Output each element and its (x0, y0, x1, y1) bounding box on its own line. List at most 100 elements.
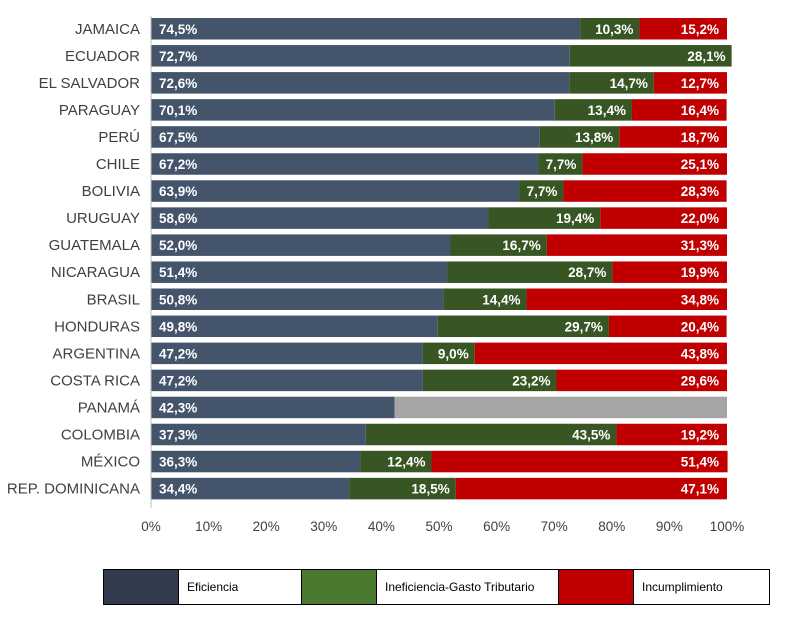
bar-segment (360, 450, 432, 473)
data-label: 12,4% (387, 455, 425, 470)
data-label: 70,1% (159, 103, 197, 118)
bar-segment (474, 342, 727, 365)
data-label: 18,7% (681, 130, 719, 145)
x-tick-label: 30% (310, 519, 337, 534)
category-label: COSTA RICA (50, 372, 140, 389)
data-label: 12,7% (681, 76, 719, 91)
data-label: 9,0% (438, 346, 469, 361)
data-label: 28,7% (568, 265, 606, 280)
bar-segment-remainder (726, 315, 727, 338)
bar-segment (151, 18, 581, 40)
data-label: 20,4% (681, 319, 719, 334)
data-label: 25,1% (681, 157, 719, 172)
data-label: 72,6% (159, 76, 197, 91)
bar-segment-remainder (726, 180, 727, 202)
data-label: 28,1% (687, 49, 725, 64)
data-label: 14,7% (610, 76, 648, 91)
data-label: 16,7% (502, 238, 540, 253)
bar-segment (151, 342, 423, 365)
data-label: 67,5% (159, 130, 197, 145)
bar-segment (151, 450, 361, 473)
bar-segment (151, 234, 451, 256)
data-label: 28,3% (681, 184, 719, 199)
bar-segment (526, 288, 727, 310)
bar-segment (151, 477, 350, 500)
stacked-bar-chart: 74,5% 10,3% 15,2% JAMAICA 72,7% 28,1% ECUADOR 7… (7, 16, 745, 534)
data-label: 29,6% (681, 373, 719, 388)
category-label: JAMAICA (75, 21, 140, 38)
bar-segment (639, 18, 727, 40)
legend-swatch-eficiencia (104, 570, 179, 604)
x-tick-label: 20% (253, 519, 280, 534)
bar-segment (488, 207, 601, 229)
legend: Eficiencia Ineficiencia-Gasto Tributario… (103, 569, 770, 605)
data-label: 7,7% (546, 157, 577, 172)
bar-segment (431, 450, 728, 473)
bar-segment (569, 72, 654, 94)
data-label: 72,7% (159, 49, 197, 64)
bar-segment (556, 369, 727, 392)
bar-segment (151, 180, 520, 202)
data-label: 67,2% (159, 157, 197, 172)
category-label: EL SALVADOR (39, 75, 141, 92)
legend-label-ineficiencia: Ineficiencia-Gasto Tributario (377, 570, 559, 604)
legend-label-incumplimiento: Incumplimiento (642, 580, 723, 594)
data-label: 19,9% (681, 265, 719, 280)
data-label: 10,3% (595, 22, 633, 37)
data-label: 74,5% (159, 22, 197, 37)
x-tick-label: 100% (710, 519, 745, 534)
data-label: 50,8% (159, 292, 197, 307)
data-label: 22,0% (681, 211, 719, 226)
category-label: BOLIVIA (82, 183, 140, 200)
bar-segment (569, 45, 732, 67)
data-label: 51,4% (159, 265, 197, 280)
bar-segment (616, 423, 727, 446)
data-label: 31,3% (681, 238, 719, 253)
data-label: 13,4% (588, 103, 626, 118)
bar-segment (151, 207, 489, 229)
data-label: 43,5% (572, 428, 610, 443)
bar-segment (151, 153, 539, 175)
x-tick-label: 0% (141, 519, 161, 534)
bar-segment (151, 423, 366, 446)
data-label: 63,9% (159, 184, 197, 199)
bar-segment-remainder (394, 396, 727, 419)
bar-segment (447, 261, 613, 283)
data-label: 15,2% (681, 22, 719, 37)
data-label: 58,6% (159, 211, 197, 226)
data-label: 47,1% (681, 482, 719, 497)
x-tick-label: 50% (425, 519, 452, 534)
bar-segment (422, 342, 475, 365)
legend-swatch-incumplimiento (559, 570, 634, 604)
bar-segment (554, 99, 632, 121)
category-label: REP. DOMINICANA (7, 481, 140, 498)
category-label: COLOMBIA (61, 427, 140, 444)
data-label: 19,4% (556, 211, 594, 226)
bar-segment (151, 72, 570, 94)
data-label: 18,5% (411, 482, 449, 497)
bar-segment (612, 261, 727, 283)
bar-segment (450, 234, 547, 256)
data-label: 47,2% (159, 373, 197, 388)
bar-segment (546, 234, 727, 256)
category-label: NICARAGUA (51, 264, 140, 281)
category-label: PANAMÁ (78, 399, 140, 416)
data-label: 52,0% (159, 238, 197, 253)
data-label: 37,3% (159, 428, 197, 443)
data-label: 14,4% (482, 292, 520, 307)
bar-segment (349, 477, 456, 500)
data-label: 19,2% (681, 428, 719, 443)
legend-label-eficiencia: Eficiencia (179, 570, 302, 604)
data-label: 7,7% (527, 184, 558, 199)
category-label: MÉXICO (81, 454, 140, 471)
category-label: PERÚ (98, 129, 140, 146)
bar-segment (422, 369, 557, 392)
data-label: 47,2% (159, 346, 197, 361)
category-label: PARAGUAY (59, 102, 140, 119)
bar-segment (563, 180, 727, 202)
bar-segment (151, 45, 570, 67)
category-label: ECUADOR (65, 48, 140, 65)
bar-segment (437, 315, 609, 338)
category-label: GUATEMALA (49, 237, 140, 254)
bar-segment (151, 126, 540, 148)
